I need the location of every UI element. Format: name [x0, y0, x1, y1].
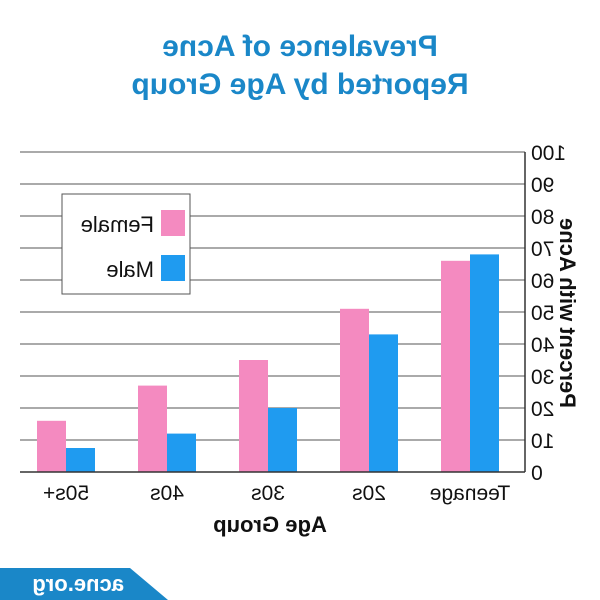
bar-female-20s: [340, 308, 369, 472]
x-tick-label: 30s: [251, 482, 285, 505]
legend: Female Male: [61, 193, 191, 295]
x-axis-label: Age Group: [213, 512, 327, 537]
legend-swatch-male: [161, 255, 185, 281]
y-tick-label: 20: [531, 398, 554, 421]
bar-female-50s: [37, 420, 66, 472]
x-tick-label: 40s: [150, 482, 184, 505]
bar-male-50s: [66, 448, 95, 472]
bar-male-20s: [369, 334, 398, 472]
y-axis-label: Percent with Acne: [555, 218, 580, 408]
y-tick-label: 0: [531, 462, 543, 485]
x-tick-label: 50s+: [43, 482, 89, 505]
gridlines: [20, 151, 525, 473]
y-tick-label: 10: [531, 430, 554, 453]
x-tick-label: Teenage: [430, 482, 511, 505]
legend-swatch-female: [161, 210, 185, 236]
y-tick-label: 50: [531, 302, 554, 325]
bar-male-teenage: [470, 254, 499, 472]
x-tick-label: 20s: [352, 482, 386, 505]
bar-female-40s: [138, 385, 167, 472]
y-tick-label: 100: [531, 142, 566, 165]
bar-male-30s: [268, 408, 297, 472]
axes: 0 10 20 30 40 50 60 70 80 90 100 Teenage 20s 30s 40s 50…: [20, 142, 566, 505]
bar-female-teenage: [441, 260, 470, 472]
bar-female-30s: [239, 360, 268, 472]
legend-label-female: Female: [81, 212, 154, 237]
bar-male-40s: [167, 433, 196, 472]
bars: [37, 254, 499, 472]
logo-badge-shape: [0, 568, 168, 600]
y-tick-label: 70: [531, 238, 554, 261]
y-tick-label: 60: [531, 270, 554, 293]
y-tick-label: 40: [531, 334, 554, 357]
logo-text: acne.org: [32, 571, 124, 596]
y-tick-label: 30: [531, 366, 554, 389]
y-tick-label: 90: [531, 174, 554, 197]
legend-label-male: Male: [106, 257, 154, 282]
y-tick-label: 80: [531, 206, 554, 229]
